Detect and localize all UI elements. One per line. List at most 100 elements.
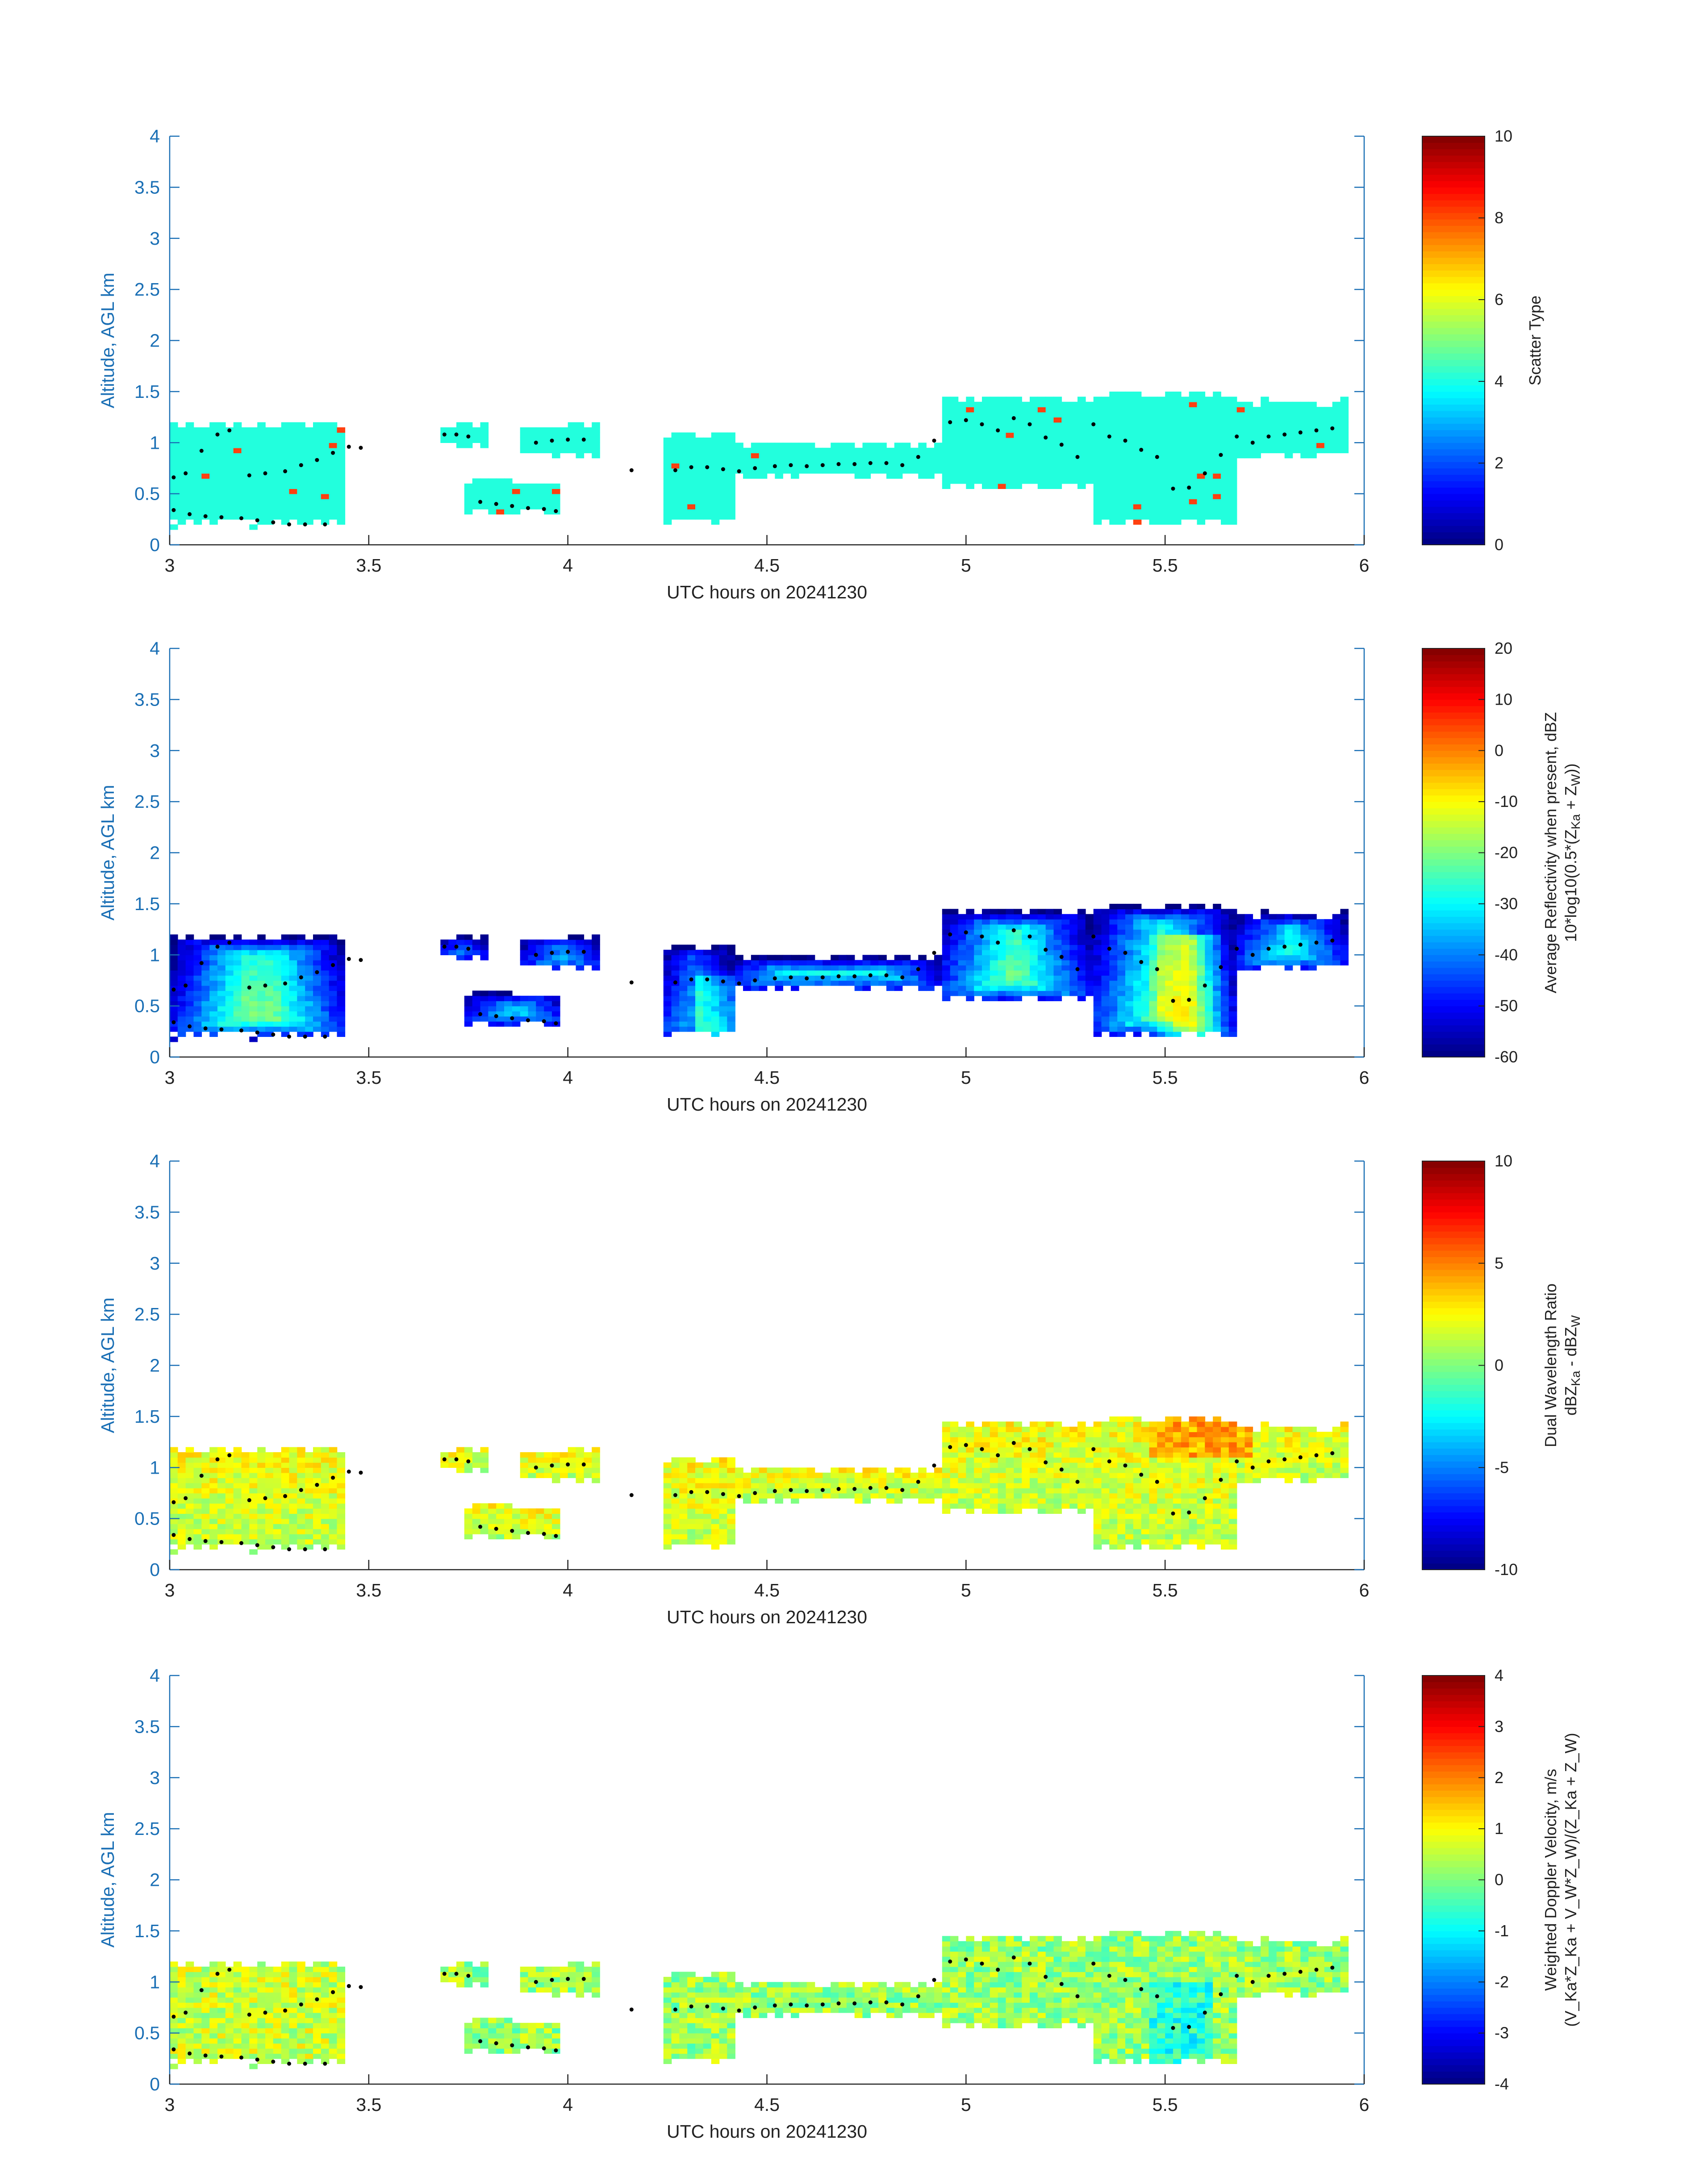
heatmap-cell [321,1031,330,1037]
heatmap-cell [209,1518,218,1524]
heatmap-cell [783,443,791,448]
heatmap-cell [177,975,186,981]
heatmap-cell [1189,473,1198,479]
heatmap-cell [170,432,178,438]
heatmap-cell [711,995,720,1001]
heatmap-cell [998,478,1006,484]
heatmap-cell [663,447,672,453]
heatmap-cell [671,1016,680,1022]
heatmap-cell [217,463,226,469]
heatmap-cell [1165,499,1173,505]
heatmap-cell [1141,929,1150,935]
heatmap-cell [1117,519,1126,525]
heatmap-cell [687,980,696,986]
heatmap-cell [440,1452,449,1458]
heatmap-cell [759,970,768,976]
heatmap-cell [679,970,688,976]
heatmap-cell [520,1452,529,1458]
heatmap-cell [1117,447,1126,453]
y-tick-label: 0.5 [134,996,160,1016]
heatmap-cell [1125,417,1134,423]
heatmap-cell [846,980,855,986]
heatmap-cell [170,960,178,965]
colorbar-swatch [1422,738,1485,745]
heatmap-cell [966,939,974,945]
heatmap-cell [1109,965,1118,971]
heatmap-cell [671,985,680,991]
heatmap-cell [934,443,943,448]
heatmap-cell [1053,417,1062,423]
heatmap-cell [1173,949,1182,955]
heatmap-cell [990,417,998,423]
heatmap-cell [1022,965,1030,971]
heatmap-cell [1205,432,1213,438]
heatmap-cell [1236,919,1245,925]
heatmap-cell [1213,417,1221,423]
heatmap-cell [1077,453,1086,459]
heatmap-cell [950,1432,959,1437]
heatmap-cell [1165,1016,1173,1022]
heatmap-cell [217,509,226,515]
cloud-base-point [566,437,570,442]
heatmap-cell [1125,960,1134,965]
heatmap-cell [209,504,218,510]
heatmap-cell [679,458,688,464]
heatmap-cell [982,432,990,438]
heatmap-cell [496,1016,505,1022]
heatmap-cell [663,1513,672,1519]
heatmap-cell [1244,443,1253,448]
heatmap-cell [544,504,552,510]
heatmap-cell [823,975,831,981]
heatmap-cell [1093,965,1102,971]
colorbar-swatch [1422,136,1485,143]
heatmap-cell [249,1457,258,1463]
heatmap-cell [1014,397,1022,402]
heatmap-cell [687,1026,696,1032]
heatmap-cell [950,939,959,945]
heatmap-cell [257,1472,266,1478]
heatmap-cell [982,483,990,489]
heatmap-cell [273,1488,282,1494]
colorbar-swatch [1422,999,1485,1007]
heatmap-cell [305,1001,313,1007]
heatmap-cell [719,478,728,484]
heatmap-cell [1085,447,1094,453]
heatmap-cell [488,493,497,499]
heatmap-cell [337,1513,346,1519]
heatmap-cell [528,1001,537,1007]
heatmap-cell [687,1508,696,1514]
heatmap-cell [1181,422,1190,428]
heatmap-cell [249,524,258,530]
heatmap-cell [878,463,887,469]
heatmap-cell [1037,975,1046,981]
heatmap-cell [1109,489,1118,494]
heatmap-cell [1085,412,1094,418]
heatmap-cell [1149,417,1158,423]
heatmap-cell [1316,427,1325,433]
heatmap-cell [1205,412,1213,418]
heatmap-cell [233,473,242,479]
heatmap-cell [1157,1026,1165,1032]
heatmap-cell [1340,955,1349,961]
heatmap-cell [814,1472,823,1478]
heatmap-cell [846,447,855,453]
heatmap-cell [193,509,202,515]
heatmap-cell [942,468,951,474]
heatmap-cell [823,458,831,464]
heatmap-cell [1197,914,1206,919]
heatmap-cell [1093,929,1102,935]
heatmap-cell [233,463,242,469]
heatmap-cell [902,1483,911,1488]
heatmap-cell [257,453,266,459]
heatmap-cell [798,965,807,971]
heatmap-cell [727,1457,735,1463]
heatmap-cell [273,427,282,433]
heatmap-cell [886,468,895,474]
heatmap-cell [1093,422,1102,428]
heatmap-cell [1125,478,1134,484]
heatmap-cell [273,1021,282,1027]
heatmap-cell [966,447,974,453]
heatmap-cell [950,407,959,413]
colorbar-swatch [1422,430,1485,437]
heatmap-cell [201,1452,210,1458]
